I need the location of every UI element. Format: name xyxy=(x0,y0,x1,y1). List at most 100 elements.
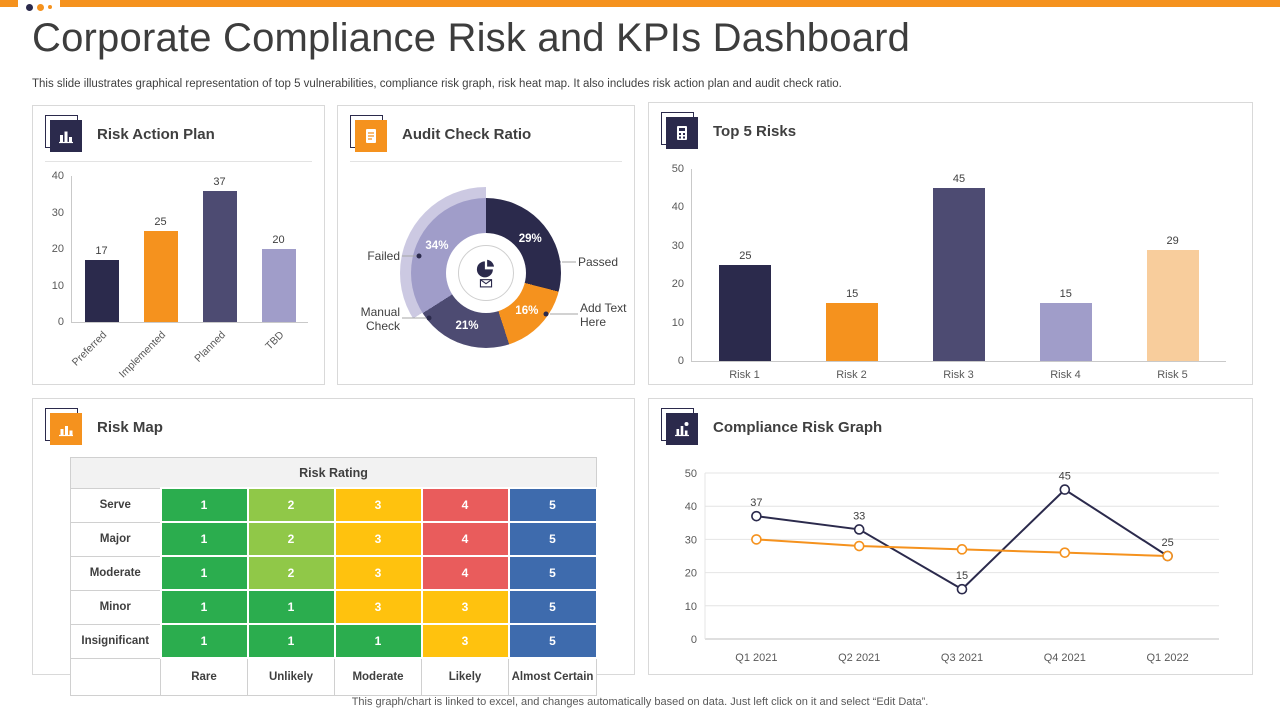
calculator-list-icon xyxy=(666,117,698,149)
bar-slot: 37 xyxy=(190,176,249,322)
risk-cell: 5 xyxy=(507,487,598,523)
pie-wedge-glyph xyxy=(487,259,494,267)
bar-value-label: 25 xyxy=(154,216,167,228)
risk-cell: 1 xyxy=(159,589,249,625)
bar-slot: 25 xyxy=(692,169,799,361)
line-chart-svg: 0 10 20 30 40 50 Q1 2021 Q2 2021 Q3 2021 Q4 2021 Q… xyxy=(685,468,1219,664)
document-glyph xyxy=(366,129,376,143)
bar-plot-area: 25 15 45 15 29 xyxy=(691,169,1226,362)
row-label: Serve xyxy=(70,487,161,523)
audit-check-ratio-chart[interactable]: 29% 16% 21% 34% Failed Passed Manual Check … xyxy=(338,162,634,386)
footer-note: This graph/chart is linked to excel, and… xyxy=(351,696,929,708)
risk-cell: 3 xyxy=(420,589,510,625)
x-tick-label: Q3 2021 xyxy=(941,652,983,664)
bar xyxy=(202,191,237,322)
bar-category-text: Risk 4 xyxy=(1050,369,1081,381)
bar-slot: 25 xyxy=(131,176,190,322)
likelihood-label-row: Rare Unlikely Moderate Likely Almost Certain xyxy=(70,657,598,696)
risk-action-plan-chart[interactable]: 40 30 20 10 0 17 25 37 20 Preferred Implemented Pla… xyxy=(33,162,324,387)
bar-category-label: Risk 2 xyxy=(798,362,905,381)
risk-cell: 4 xyxy=(420,521,510,557)
bar-category-text: Planned xyxy=(191,329,228,365)
connector-dot-passed xyxy=(555,259,561,265)
donut-label-add-text-here: Add Text Here xyxy=(580,301,627,330)
data-point-label: 45 xyxy=(1059,471,1071,483)
risk-cell: 1 xyxy=(246,623,336,659)
bar-value-label: 20 xyxy=(272,234,285,246)
mini-bars-glyph xyxy=(59,426,73,437)
panel-header: Risk Action Plan xyxy=(33,106,324,158)
y-tick-label: 10 xyxy=(685,601,697,613)
row-label: Insignificant xyxy=(70,623,161,659)
risk-cell: 3 xyxy=(333,521,423,557)
bar-category-text: TBD xyxy=(263,329,287,353)
panel-risk-action-plan: Risk Action Plan 40 30 20 10 0 17 25 37 20 Prefer… xyxy=(32,105,325,385)
bar-value-label: 17 xyxy=(95,245,108,257)
panel-header: Risk Map xyxy=(33,399,634,451)
donut-callout-connectors xyxy=(402,253,578,321)
donut-label-passed: Passed xyxy=(578,255,619,269)
presentation-chart-icon xyxy=(666,413,698,445)
donut-percent-label: 21% xyxy=(455,319,479,332)
risk-cell: 3 xyxy=(333,555,423,591)
bar-slot: 20 xyxy=(249,176,308,322)
risk-map-row: Major 1 2 3 4 5 xyxy=(70,521,598,557)
risk-cell: 5 xyxy=(507,521,598,557)
x-tick-label: Q2 2021 xyxy=(838,652,880,664)
risk-cell: 1 xyxy=(159,487,249,523)
bar xyxy=(261,249,296,322)
bar-category-label: Risk 5 xyxy=(1119,362,1226,381)
bar-value-label: 29 xyxy=(1166,235,1179,247)
y-axis-labels: 40 30 20 10 0 xyxy=(51,170,64,328)
data-point-label: 37 xyxy=(750,497,762,509)
header-dots-decoration xyxy=(18,0,60,14)
panel-header: Audit Check Ratio xyxy=(338,106,634,158)
chart-person-glyph xyxy=(675,422,689,437)
bar xyxy=(1146,250,1199,361)
risk-cell: 1 xyxy=(159,623,249,659)
y-tick-label: 30 xyxy=(685,534,697,546)
dot-orange-small xyxy=(48,5,52,9)
risk-cell: 3 xyxy=(333,589,423,625)
bar xyxy=(1039,303,1092,361)
risk-cell: 3 xyxy=(420,623,510,659)
data-point-label: 25 xyxy=(1161,537,1173,549)
bar-category-label: Implemented xyxy=(117,323,189,387)
x-axis-labels: Risk 1 Risk 2 Risk 3 Risk 4 Risk 5 xyxy=(691,362,1226,381)
page-subtitle: This slide illustrates graphical represe… xyxy=(32,78,842,90)
risk-action-plan-icon-frame xyxy=(45,115,83,153)
bar-category-label: Risk 3 xyxy=(905,362,1012,381)
compliance-risk-graph-chart[interactable]: 0 10 20 30 40 50 Q1 2021 Q2 2021 Q3 2021 Q4 2021 Q… xyxy=(649,451,1252,674)
risk-cell: 2 xyxy=(246,487,336,523)
panel-title: Audit Check Ratio xyxy=(402,125,532,143)
bar-chart-glyph xyxy=(59,131,73,144)
bar xyxy=(932,188,985,361)
y-tick-label: 20 xyxy=(685,568,697,580)
risk-cell: 2 xyxy=(246,555,336,591)
risk-map-row: Serve 1 2 3 4 5 xyxy=(70,487,598,523)
data-point-marker xyxy=(751,534,762,545)
risk-cell: 1 xyxy=(333,623,423,659)
connector-dot-manual-check xyxy=(426,315,432,321)
panel-title: Top 5 Risks xyxy=(713,122,797,140)
data-point-marker xyxy=(956,583,968,595)
bar-category-text: Preferred xyxy=(69,329,110,369)
risk-map-table-container[interactable]: Risk Rating Serve 1 2 3 4 5 Major 1 2 3 4 5 Moderate 1… xyxy=(33,457,634,696)
risk-map-row: Minor 1 1 3 3 5 xyxy=(70,589,598,625)
data-point-label: 33 xyxy=(853,510,865,522)
bar-slot: 29 xyxy=(1119,169,1226,361)
bar-slot: 15 xyxy=(1012,169,1119,361)
bar-slot: 17 xyxy=(72,176,131,322)
bar-category-label: Risk 4 xyxy=(1012,362,1119,381)
top-5-risks-icon-frame xyxy=(661,112,699,150)
top-accent-bar xyxy=(0,0,1280,7)
x-axis-labels: Preferred Implemented Planned TBD xyxy=(69,323,308,387)
x-tick-label: Q1 2022 xyxy=(1146,652,1188,664)
bar-value-label: 25 xyxy=(739,250,752,262)
bar-value-label: 37 xyxy=(213,176,226,188)
header-divider xyxy=(45,161,312,162)
panel-header: Compliance Risk Graph xyxy=(649,399,1252,451)
data-point-marker xyxy=(956,544,968,555)
